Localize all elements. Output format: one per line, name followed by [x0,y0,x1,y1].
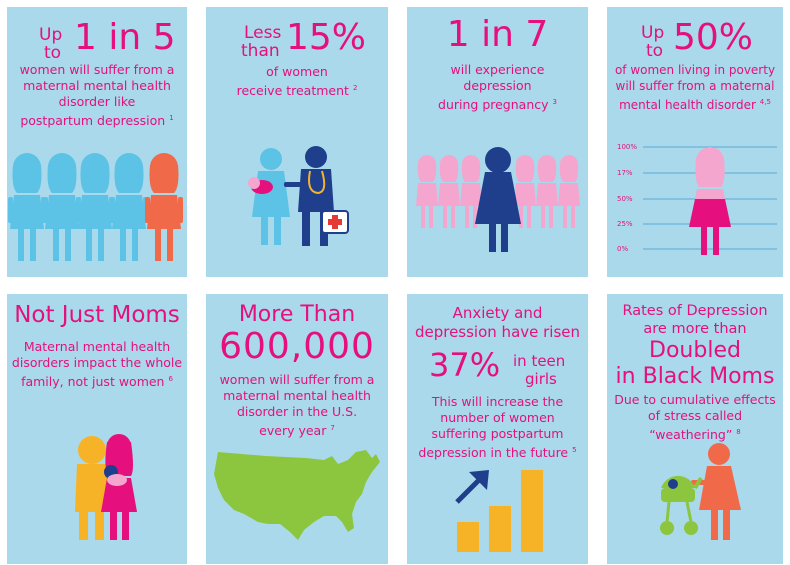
text-line: suffering postpartum [431,426,564,441]
text-line: Due to cumulative effects [614,392,776,407]
text-line: postpartum depression 1 [20,113,174,129]
card-text: will experience depression during pregna… [407,62,588,113]
text-line: of women [266,64,328,79]
poverty-gauge-icon [643,146,777,255]
stat-value: 37% [429,346,501,384]
title-line: Rates of Depression [622,303,768,319]
card-thirty-seven-percent: Anxiety and depression have risen 37% in… [407,294,588,564]
text-line: “weathering” 8 [649,427,741,443]
big-line: in Black Moms [615,364,775,389]
stat-lead2: than [241,41,280,61]
stat-lead2: to [44,43,62,63]
title-line: depression have risen [414,323,581,341]
card-doubled-black-moms: Rates of Depression are more than Double… [607,294,783,564]
big-line: Doubled [649,338,741,363]
stat-lead: Up [39,25,63,45]
text-line: receive treatment 2 [236,83,358,99]
card-text: women will suffer from a maternal mental… [7,62,187,129]
card-text: Maternal mental health disorders impact … [7,339,187,390]
text-line: family, not just women 6 [21,374,173,390]
title-line: are more than [643,321,747,337]
text-line: women will suffer from a [219,372,375,387]
mother-with-stroller-icon [660,443,741,540]
text-line: women will suffer from a [19,62,175,77]
card-text: of women receive treatment 2 [206,64,388,99]
stat-value: 15% [286,17,367,58]
card-text: This will increase the number of women s… [407,394,588,461]
text-line: disorders impact the whole [11,355,183,370]
usa-map-icon [214,450,380,540]
stat-value: 600,000 [219,326,375,367]
stat-lead: Up [641,23,665,43]
family-icon [75,434,137,540]
title-line: Anxiety and [452,304,543,322]
axis-label: 25% [617,220,633,228]
axis-label: 100% [617,143,638,151]
card-text: of women living in poverty will suffer f… [607,62,783,113]
text-line: number of women [440,410,555,425]
card-one-in-five: Up to 1 in 5 women will suffer from a ma… [7,7,187,277]
card-six-hundred-thousand: More Than 600,000 women will suffer from… [206,294,388,564]
card-text: Due to cumulative effects of stress call… [607,392,783,443]
axis-label: 50% [617,195,633,203]
stat-value: 50% [673,17,754,58]
text-line: maternal mental health [23,78,171,93]
text-line: This will increase the [431,394,564,409]
big-statement: Doubled in Black Moms [607,338,783,390]
text-line: maternal mental health [223,388,371,403]
text-line: will experience [450,62,545,77]
card-one-in-seven: 1 in 7 will experience depression during… [407,7,588,277]
mother-and-doctor-icon [248,146,349,246]
stat-value: 1 in 5 [74,17,176,58]
text-line: depression [463,78,532,93]
card-fifteen-percent: Less than 15% of women receive treatment… [206,7,388,277]
text-line: mental health disorder 4,5 [619,98,771,112]
women-figures-icon [8,153,183,261]
text-line: depression in the future 5 [418,445,577,461]
card-title: Not Just Moms [14,302,180,328]
text-line: disorder like [58,94,136,109]
pregnant-women-icon [416,147,580,252]
rising-bars-icon [455,470,543,552]
text-line: during pregnancy 3 [438,97,557,113]
text-line: will suffer from a maternal [615,79,775,93]
text-line: of women living in poverty [614,63,776,77]
card-title: Rates of Depression are more than [607,302,783,338]
stat-lead: More Than [238,302,356,327]
text-line: of stress called [647,408,743,423]
text-line: disorder in the U.S. [236,404,358,419]
card-fifty-percent: Up to 50% of women living in poverty wil… [607,7,783,277]
stat-lead2: to [646,41,664,61]
stat-side: girls [525,370,557,388]
axis-label: 17% [617,169,633,177]
stat-lead: Less [244,23,282,43]
text-line: Maternal mental health [23,339,171,354]
stat-side: in teen [513,352,566,370]
axis-label: 0% [617,245,629,253]
card-not-just-moms: Not Just Moms Maternal mental health dis… [7,294,187,564]
card-title: Anxiety and depression have risen [407,304,588,342]
stat-value: 1 in 7 [446,14,549,55]
card-text: women will suffer from a maternal mental… [206,372,388,439]
text-line: every year 7 [259,423,335,439]
